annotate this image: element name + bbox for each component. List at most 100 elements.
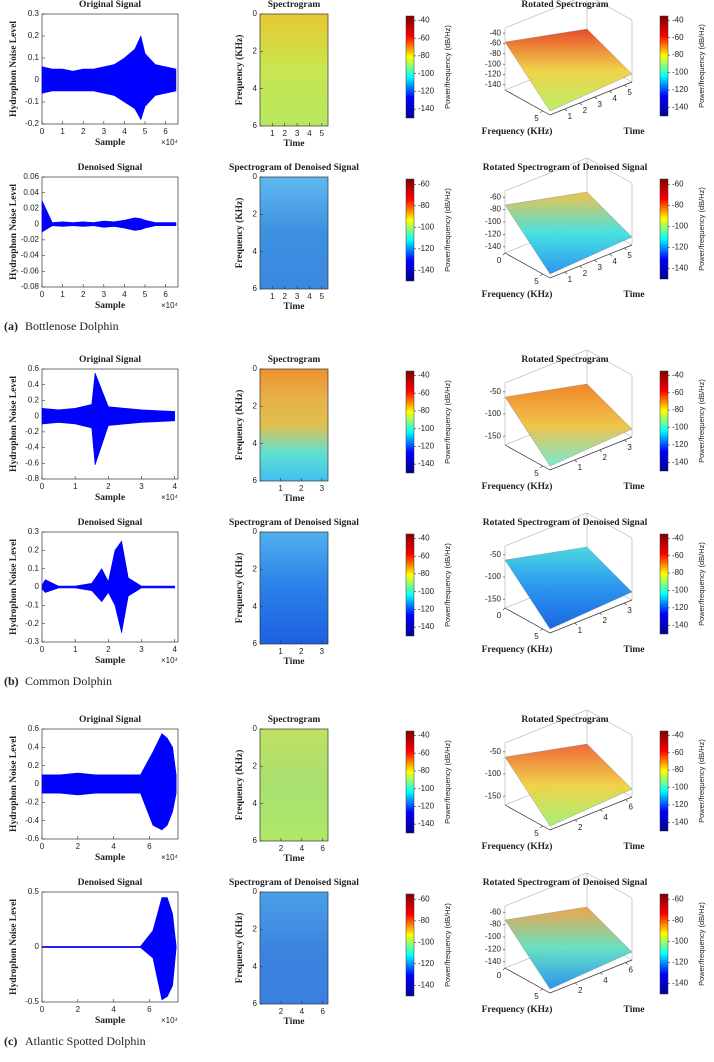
x-tick-label: 0 [40, 482, 45, 491]
colorbar-tick-label: -60 [418, 388, 430, 397]
signal-envelope [41, 79, 177, 121]
x-tick-label: 2 [106, 645, 111, 654]
x-tick [502, 252, 506, 256]
y-tick [600, 809, 603, 812]
y-axis-label: Frequency (KHz) [234, 390, 245, 461]
y-tick-label: 2 [253, 924, 258, 933]
y-axis-label: Time [624, 127, 645, 137]
y-tick [624, 439, 627, 443]
z-tick-label: -50 [489, 387, 501, 396]
x-tick-label: 6 [321, 1007, 326, 1016]
y-tick [625, 799, 628, 802]
y-tick-label: -0.2 [25, 619, 39, 628]
colorbar-tick-label: -120 [418, 802, 435, 811]
x-tick-label: 5 [534, 114, 539, 123]
colorbar-tick-label: -80 [418, 916, 430, 925]
surface [504, 28, 633, 112]
colorbar-tick-label: -100 [672, 221, 689, 230]
y-tick-label: 2 [578, 823, 583, 832]
y-tick-label: -0.2 [25, 119, 39, 128]
colorbar-tick-label: -100 [418, 424, 435, 433]
y-tick-label: 6 [628, 803, 633, 812]
colorbar-tick-label: -40 [672, 370, 684, 379]
x-tick [502, 967, 506, 971]
y-tick-label: 0.4 [28, 380, 40, 389]
y-axis-label: Time [624, 842, 645, 852]
y-tick-label: 4 [603, 813, 608, 822]
y-tick [574, 622, 578, 626]
x-axis-label: Frequency (KHz) [482, 289, 553, 300]
y-tick-label: 4 [253, 799, 258, 808]
y-tick [624, 84, 627, 88]
colorbar-label: Power/frequency (dB/Hz) [443, 380, 452, 464]
z-tick-label: -100 [485, 409, 502, 418]
x-tick-label: 0 [497, 971, 502, 980]
colorbar-tick-label: -120 [672, 85, 689, 94]
x-tick-label: 0 [40, 1005, 45, 1014]
y-tick [564, 271, 568, 275]
y-tick [579, 102, 583, 106]
colorbar-tick-label: -100 [418, 222, 435, 231]
x-axis-label: Sample [95, 138, 125, 148]
colorbar-tick-label: -140 [418, 459, 435, 468]
y-tick-label: 2 [253, 564, 258, 573]
y-tick [594, 259, 597, 263]
y-tick [594, 96, 597, 100]
y-tick-label: 0 [35, 582, 40, 591]
y-tick-label: 2 [253, 209, 258, 218]
y-tick-label: 0 [253, 9, 258, 18]
y-tick-label: 0 [35, 411, 40, 420]
colorbar [405, 533, 415, 637]
x-axis-label: Time [284, 494, 305, 504]
plot-frame [41, 176, 179, 288]
surface [504, 743, 633, 827]
caption-text: Atlantic Spotted Dolphin [25, 1034, 146, 1048]
x-tick-label: 4 [307, 129, 312, 138]
signal-envelope [41, 35, 177, 81]
colorbar-tick-label: -40 [418, 16, 430, 25]
panel-title: Spectrogram [268, 715, 321, 725]
z-tick-label: -80 [489, 49, 501, 58]
x-tick-label: 3 [320, 484, 325, 493]
x-tick-label: 1 [73, 482, 78, 491]
caption-label: (a) [4, 319, 18, 333]
y-tick-label: 4 [612, 94, 617, 103]
colorbar-tick-label: -140 [418, 622, 435, 631]
x-tick-label: 5 [143, 290, 148, 299]
x-tick [540, 628, 543, 632]
x-axis-label: Time [284, 1017, 305, 1027]
x-tick-label: 6 [147, 1005, 152, 1014]
colorbar-tick-label: -140 [418, 819, 435, 828]
signal-envelope [41, 223, 177, 233]
axes-edge [504, 599, 633, 634]
colorbar-tick-label: -80 [672, 765, 684, 774]
colorbar-tick-label: -140 [672, 979, 689, 988]
colorbar-tick-label: -60 [418, 33, 430, 42]
y-axis-label: Hydrophon Noise Level [9, 376, 19, 472]
colorbar-tick-label: -40 [672, 15, 684, 24]
y-tick-label: 0.5 [28, 887, 40, 896]
x-tick-label: 4 [172, 645, 177, 654]
colorbar-tick-label: -120 [418, 442, 435, 451]
x-tick-label: 2 [299, 484, 304, 493]
colorbar [659, 533, 669, 635]
x-axis-label: Frequency (KHz) [482, 644, 553, 655]
colorbar-tick-label: -60 [672, 894, 684, 903]
y-tick-label: 1 [568, 275, 573, 284]
colorbar-tick-label: -60 [418, 179, 430, 188]
z-tick-label: -80 [489, 205, 501, 214]
colorbar [405, 370, 415, 474]
panel-title: Spectrogram of Denoised Signal [229, 878, 359, 888]
y-tick-label: 6 [253, 284, 258, 293]
x-tick-label: 6 [321, 844, 326, 853]
panel-title: Original Signal [79, 715, 141, 725]
z-tick-label: -60 [489, 39, 501, 48]
y-tick-label: 0 [35, 75, 40, 84]
colorbar-tick-label: -80 [672, 568, 684, 577]
z-tick-label: -120 [485, 70, 502, 79]
signal-envelope [41, 897, 177, 948]
x-tick-label: 2 [299, 647, 304, 656]
y-tick-label: 1 [578, 626, 583, 635]
axes-box [504, 0, 633, 91]
y-tick-label: 2 [602, 616, 607, 625]
